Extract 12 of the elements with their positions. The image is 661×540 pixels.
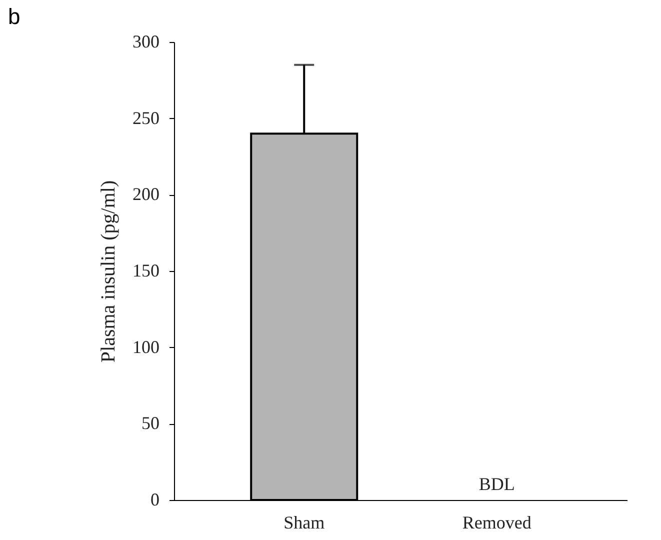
annotation: BDL (478, 474, 515, 494)
y-tick-label: 50 (142, 413, 160, 434)
y-tick-label: 250 (132, 108, 160, 128)
x-tick-label: Sham (284, 512, 325, 532)
chart-title: b (8, 4, 20, 29)
x-tick-label: Removed (462, 512, 532, 532)
y-tick-label: 0 (150, 490, 160, 510)
y-tick-label: 300 (132, 32, 160, 52)
y-tick-label: 150 (132, 260, 160, 280)
y-tick-label: 100 (132, 336, 160, 357)
y-tick-label: 200 (132, 184, 160, 204)
y-axis-title: Plasma insulin (pg/ml) (98, 180, 120, 363)
